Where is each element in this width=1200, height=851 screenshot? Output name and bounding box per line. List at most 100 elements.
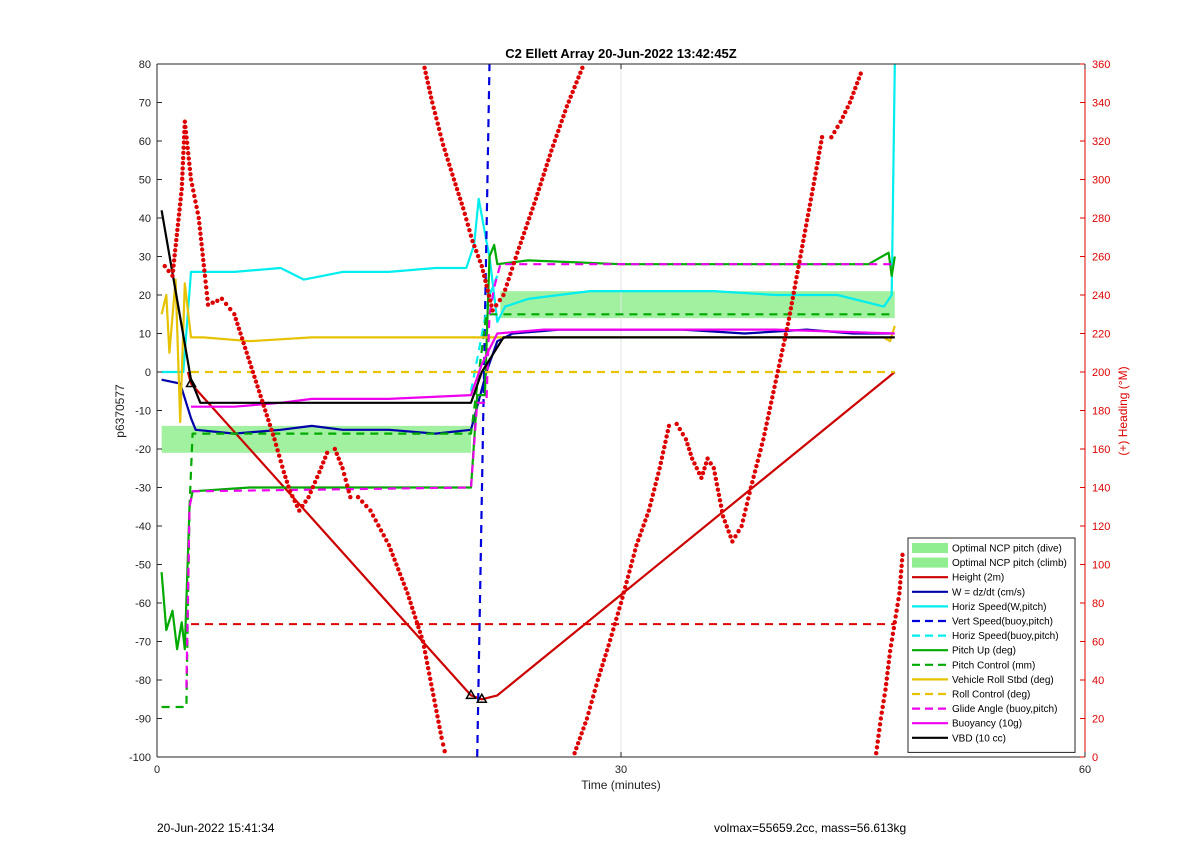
heading-point xyxy=(392,557,397,562)
heading-point xyxy=(388,547,394,553)
heading-point xyxy=(427,90,433,95)
heading-point xyxy=(849,95,854,100)
heading-point xyxy=(756,453,762,458)
heading-point xyxy=(546,158,551,163)
heading-point xyxy=(332,446,338,452)
heading-point xyxy=(244,350,249,355)
heading-point xyxy=(783,332,788,337)
heading-point xyxy=(419,634,424,639)
heading-point xyxy=(614,616,619,622)
heading-point xyxy=(568,94,573,99)
heading-point xyxy=(242,345,248,351)
heading-point xyxy=(538,182,543,187)
heading-point xyxy=(470,238,475,244)
heading-point xyxy=(430,687,435,692)
heading-point xyxy=(346,489,351,494)
heading-point xyxy=(758,447,763,453)
heading-point xyxy=(561,113,566,119)
heading-point xyxy=(798,254,803,259)
heading-point xyxy=(752,469,758,474)
heading-point xyxy=(175,227,180,233)
heading-point xyxy=(875,739,880,744)
heading-point xyxy=(674,421,679,427)
heading-point xyxy=(660,450,666,455)
heading-point xyxy=(611,627,616,632)
heading-point xyxy=(743,507,748,512)
heading-point xyxy=(287,489,293,494)
heading-point xyxy=(511,261,517,266)
legend-item-optimal-ncp-pitch-dive-swatch xyxy=(912,543,948,553)
heading-point xyxy=(200,252,205,257)
y-tick-label-left: -20 xyxy=(135,444,151,456)
heading-point xyxy=(603,653,608,658)
heading-point xyxy=(171,258,177,263)
heading-point xyxy=(843,109,848,115)
heading-point xyxy=(689,456,695,461)
heading-point xyxy=(584,716,590,721)
heading-point xyxy=(215,298,220,303)
heading-point xyxy=(659,455,665,460)
heading-point xyxy=(435,121,440,126)
heading-point xyxy=(306,494,311,500)
heading-point xyxy=(853,85,858,91)
heading-point xyxy=(544,162,549,168)
heading-point xyxy=(806,207,812,213)
y-tick-label-right: 20 xyxy=(1092,714,1104,726)
heading-point xyxy=(438,132,443,137)
heading-point xyxy=(858,71,863,76)
heading-point xyxy=(197,226,203,231)
heading-point xyxy=(424,660,430,666)
heading-point xyxy=(450,172,455,177)
y-tick-label-right: 220 xyxy=(1092,329,1110,341)
y-tick-label-right: 100 xyxy=(1092,560,1110,572)
y-tick-label-left: 40 xyxy=(139,213,151,225)
heading-point xyxy=(472,243,477,249)
heading-point xyxy=(550,143,556,148)
heading-point xyxy=(885,665,891,670)
y-tick-label-left: 50 xyxy=(139,175,151,187)
heading-point xyxy=(439,137,444,142)
heading-point xyxy=(172,253,177,258)
heading-point xyxy=(897,591,902,596)
heading-point xyxy=(411,610,416,615)
footer-timestamp: 20-Jun-2022 15:41:34 xyxy=(157,821,275,835)
legend-item-horiz-speed-w-pitch-label: Horiz Speed(W,pitch) xyxy=(952,602,1046,613)
heading-point xyxy=(776,363,782,369)
legend-item-w-dz-dt-cm-s-label: W = dz/dt (cm/s) xyxy=(952,587,1025,598)
heading-point xyxy=(252,374,257,380)
heading-point xyxy=(702,466,707,471)
heading-point xyxy=(484,283,489,289)
heading-point xyxy=(235,321,240,327)
heading-point xyxy=(319,465,324,470)
heading-point xyxy=(488,298,493,303)
heading-point xyxy=(574,80,579,85)
heading-point xyxy=(173,242,178,248)
heading-point xyxy=(632,548,638,553)
heading-point xyxy=(808,197,814,202)
heading-point xyxy=(297,508,302,513)
y-tick-label-left: 20 xyxy=(139,290,151,302)
heading-point xyxy=(896,596,901,602)
heading-point xyxy=(180,155,186,161)
heading-point xyxy=(533,196,539,201)
heading-point xyxy=(728,534,733,539)
heading-point xyxy=(840,114,846,120)
heading-point xyxy=(547,153,553,158)
heading-point xyxy=(355,494,361,500)
heading-point xyxy=(874,750,879,756)
heading-point xyxy=(256,389,262,394)
heading-point xyxy=(275,448,280,453)
heading-point xyxy=(887,654,892,659)
heading-point xyxy=(276,453,282,458)
heading-point xyxy=(378,528,384,533)
heading-point xyxy=(520,235,525,241)
heading-point xyxy=(637,533,643,538)
heading-point xyxy=(597,672,602,678)
heading-point xyxy=(819,134,825,140)
heading-point xyxy=(187,161,192,166)
legend: Optimal NCP pitch (dive) Optimal NCP pitc… xyxy=(907,537,1076,753)
legend-item-glide-angle-buoy-pitch-label: Glide Angle (buoy,pitch) xyxy=(952,704,1057,715)
heading-point xyxy=(219,296,225,302)
heading-point xyxy=(321,460,326,465)
heading-point xyxy=(590,694,596,699)
